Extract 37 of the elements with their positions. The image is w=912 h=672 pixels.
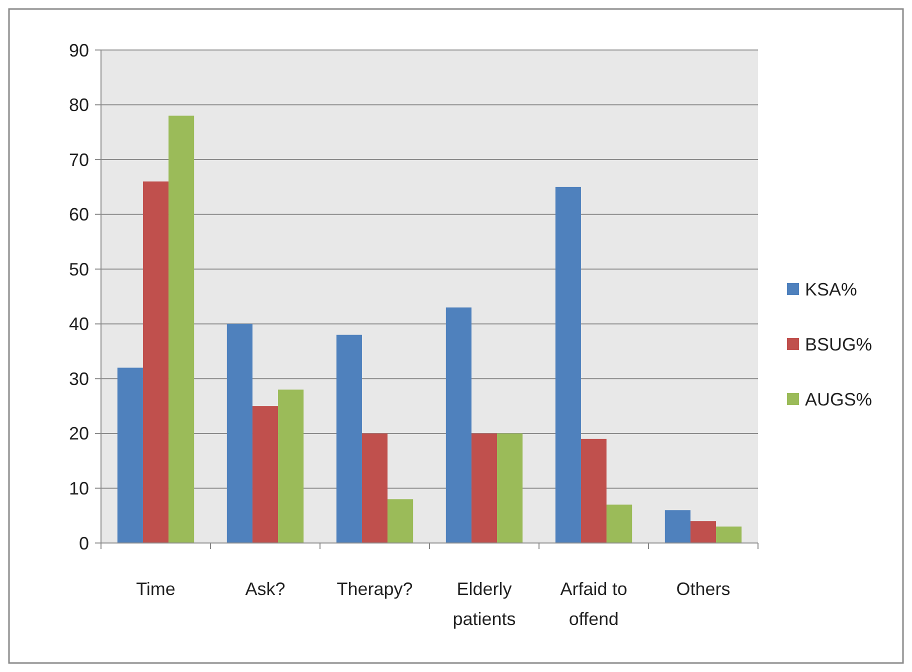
bar [690,521,716,543]
y-tick-label: 90 [68,40,89,60]
bar [278,390,304,543]
y-tick-label: 0 [78,533,89,554]
x-tick-label: Time [136,579,176,599]
bar [664,510,690,543]
legend-label: BSUG% [805,334,872,354]
y-tick-label: 10 [68,478,89,499]
bar [716,526,742,543]
legend-label: KSA% [805,279,858,300]
y-tick-label: 60 [68,204,89,225]
bar [142,181,169,543]
y-tick-label: 80 [68,95,89,116]
x-tick-label: Ask? [245,579,286,599]
bar [388,499,414,543]
bar [226,324,252,543]
x-tick-label: Arfaid to offend [560,579,628,629]
y-tick-label: 20 [68,424,89,444]
y-tick-label: 30 [68,368,89,389]
bar [446,307,472,543]
bar [555,186,581,543]
bar [471,433,498,543]
bar [117,368,143,543]
x-tick-label: Therapy? [336,579,413,599]
bar [252,406,278,543]
bar [362,433,388,543]
bar [497,433,523,543]
y-tick-label: 40 [68,314,89,334]
x-tick-label: Elderly patients [452,579,516,629]
bar [336,334,362,543]
y-tick-label: 50 [68,259,89,280]
y-tick-label: 70 [68,150,89,170]
x-tick-label: Others [676,579,730,599]
legend-label: AUGS% [805,389,872,410]
bar [168,116,194,543]
bar [606,504,632,543]
bar [580,438,607,543]
